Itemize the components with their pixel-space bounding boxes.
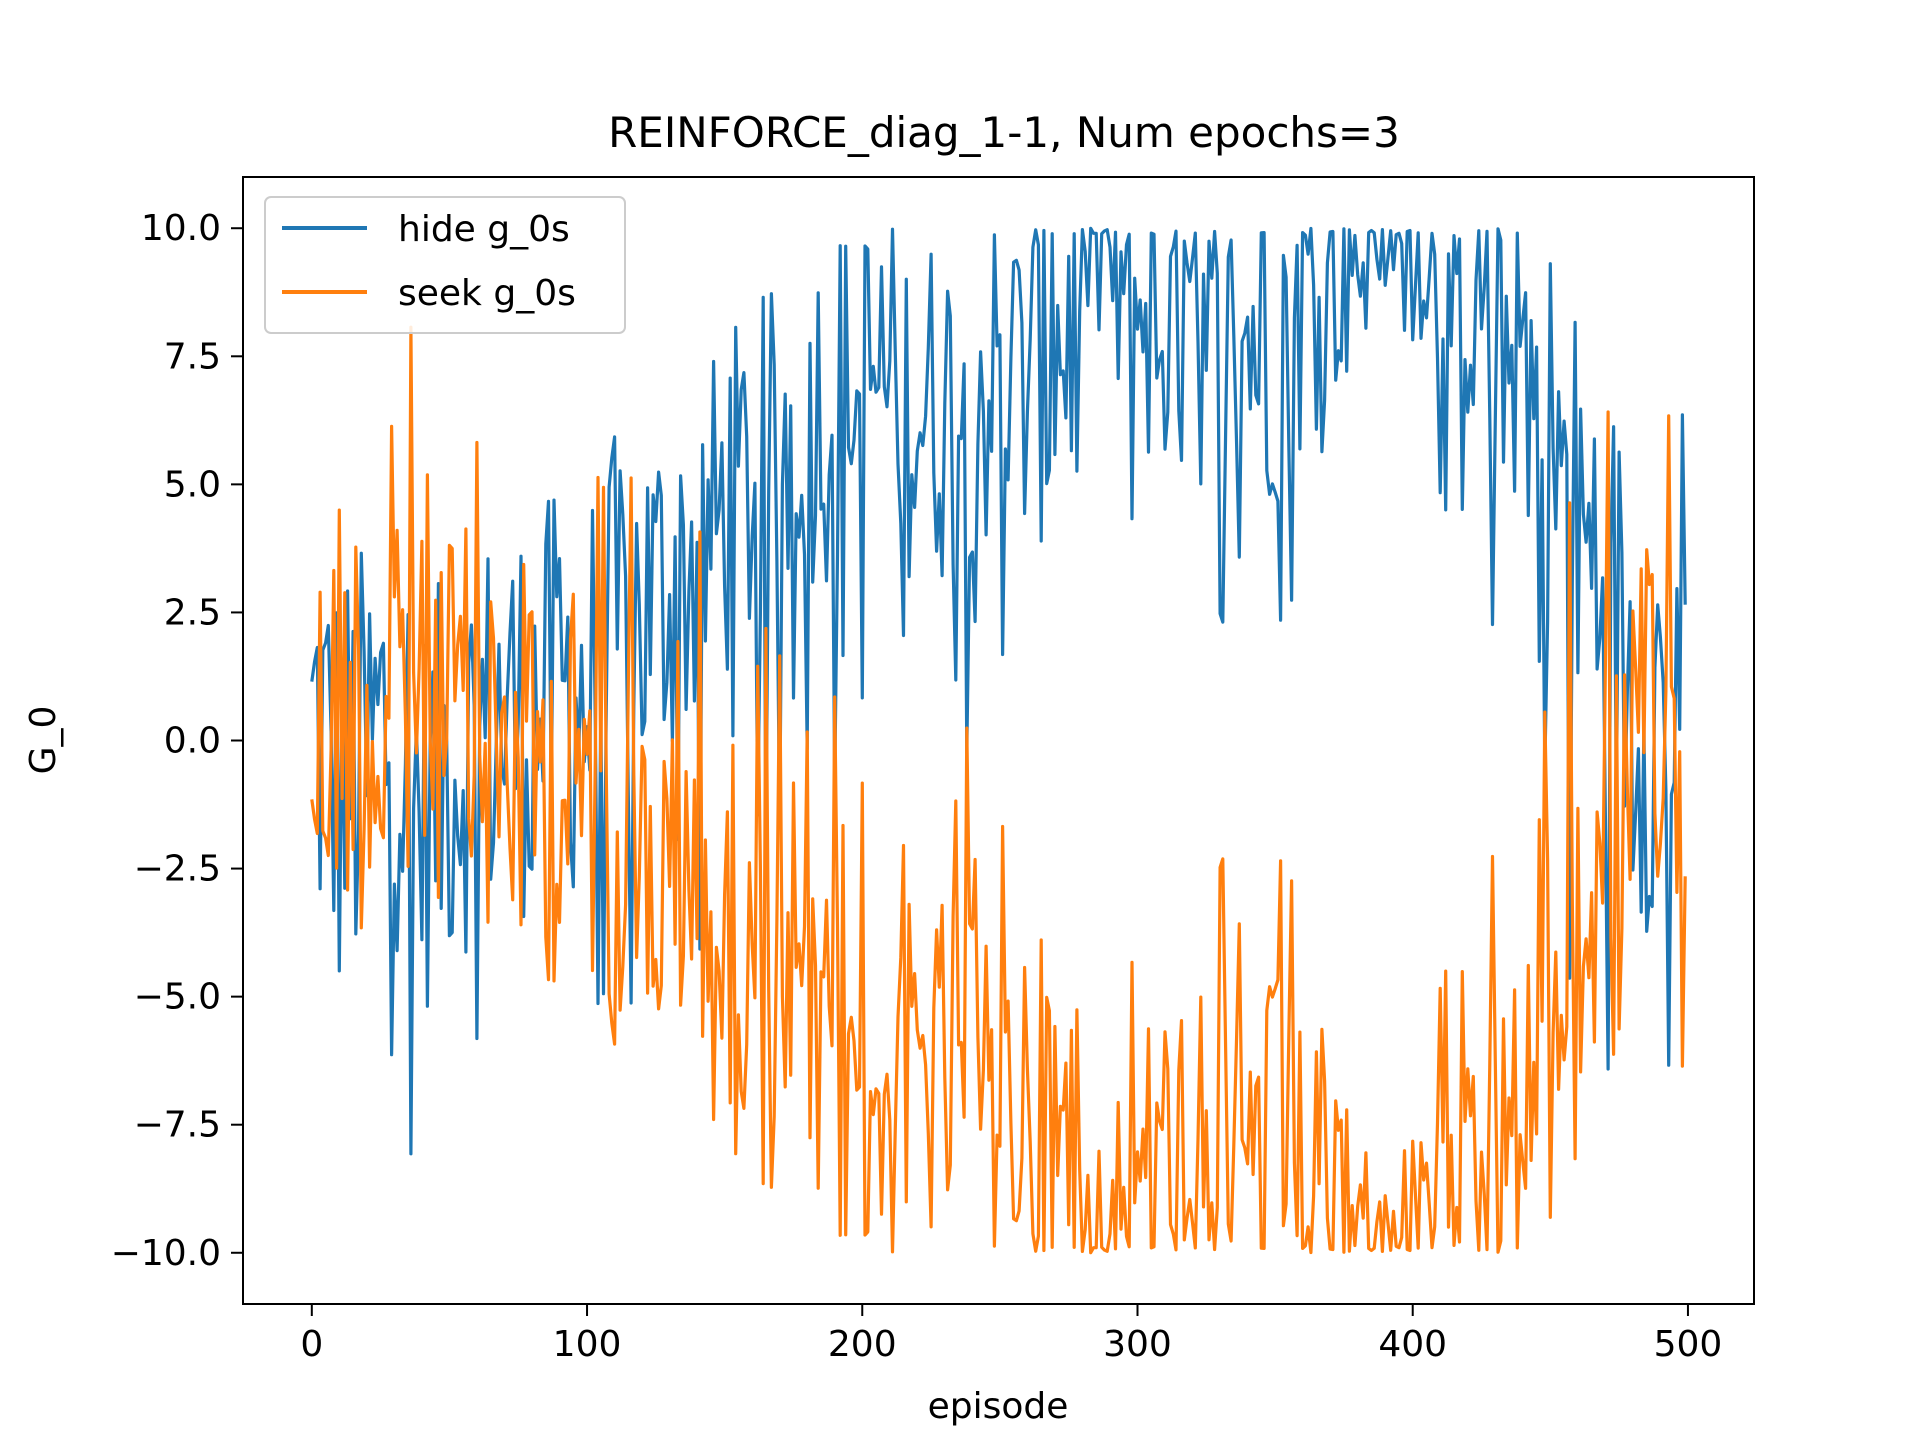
y-tick-label: −10.0 [111,1233,221,1274]
y-tick-label: 5.0 [164,464,221,505]
x-tick-label: 100 [553,1324,622,1365]
y-tick-label: −5.0 [134,977,221,1018]
x-tick-label: 200 [828,1324,897,1365]
y-tick-label: −2.5 [134,849,221,890]
y-tick-label: 0.0 [164,721,221,762]
chart-title: REINFORCE_diag_1-1, Num epochs=3 [608,108,1400,157]
series-line-seek [310,325,1687,1255]
y-tick-label: 2.5 [164,592,221,633]
y-axis-label: G_0 [23,706,64,775]
x-tick-label: 0 [300,1324,323,1365]
y-tick-label: 7.5 [164,336,221,377]
y-tick-label: 10.0 [141,208,221,249]
legend-label-seek: seek g_0s [398,273,576,314]
legend-label-hide: hide g_0s [398,209,570,250]
x-tick-label: 500 [1654,1324,1723,1365]
y-axis: −10.0 −7.5 −5.0 −2.5 0.0 2.5 5.0 7.5 10.0 [111,208,243,1274]
legend-box [264,196,626,334]
x-axis: 0 100 200 300 400 500 [300,1304,1722,1365]
x-tick-label: 300 [1103,1324,1172,1365]
x-tick-label: 400 [1378,1324,1447,1365]
y-tick-label: −7.5 [134,1105,221,1146]
x-axis-label: episode [928,1386,1069,1427]
legend: hide g_0s seek g_0s [264,196,626,334]
plot-area [310,226,1687,1255]
